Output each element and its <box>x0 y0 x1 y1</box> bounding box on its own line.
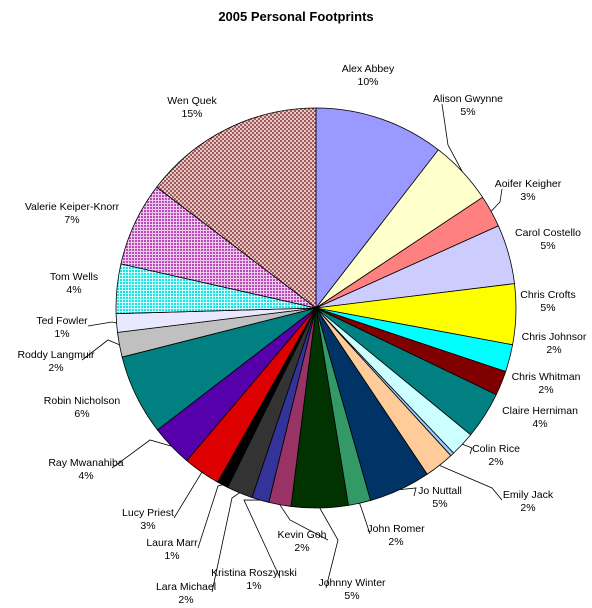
slice-label-tom-wells: Tom Wells <box>50 271 98 283</box>
slice-percent-robin-nicholson: 6% <box>74 408 89 420</box>
leader-line <box>87 321 117 327</box>
leader-line <box>399 487 417 497</box>
slice-label-aoifer-keigher: Aoifer Keigher <box>495 178 562 190</box>
slice-label-john-romer: John Romer <box>367 523 425 535</box>
slice-label-lucy-priest: Lucy Priest <box>122 507 174 519</box>
slice-label-jo-nuttall: Jo Nuttall <box>418 485 462 497</box>
slice-percent-ray-mwanahiba: 4% <box>78 470 93 482</box>
slice-label-colin-rice: Colin Rice <box>472 443 520 455</box>
leader-line <box>173 471 203 519</box>
slice-percent-roddy-langmuir: 2% <box>48 362 63 374</box>
leader-line <box>279 504 329 541</box>
slice-percent-tom-wells: 4% <box>66 284 81 296</box>
slice-label-ray-mwanahiba: Ray Mwanahiba <box>48 457 123 469</box>
pie-slice-alex-abbey <box>315 107 439 309</box>
slice-label-carol-costello: Carol Costello <box>515 227 581 239</box>
slice-label-chris-crofts: Chris Crofts <box>520 289 575 301</box>
slice-label-robin-nicholson: Robin Nicholson <box>44 395 121 407</box>
slice-percent-chris-johnsor: 2% <box>546 344 561 356</box>
pie-slice-wen-quek <box>156 107 317 309</box>
slice-percent-chris-crofts: 5% <box>540 302 555 314</box>
slice-label-lara-michael: Lara Michael <box>156 581 216 593</box>
chart-title: 2005 Personal Footprints <box>218 9 373 24</box>
leader-line <box>197 484 223 549</box>
slice-percent-carol-costello: 5% <box>540 240 555 252</box>
leader-line <box>439 465 503 501</box>
slice-label-roddy-langmuir: Roddy Langmuir <box>17 349 95 361</box>
slice-label-chris-whitman: Chris Whitman <box>512 371 581 383</box>
slice-percent-valerie-keiper-knorr: 7% <box>64 214 79 226</box>
slice-percent-alex-abbey: 10% <box>357 76 378 88</box>
slice-label-chris-johnsor: Chris Johnsor <box>522 331 587 343</box>
slice-label-wen-quek: Wen Quek <box>167 95 217 107</box>
slice-percent-jo-nuttall: 5% <box>432 498 447 510</box>
leader-line <box>359 503 371 535</box>
slice-label-emily-jack: Emily Jack <box>503 489 554 501</box>
slice-percent-emily-jack: 2% <box>520 502 535 514</box>
leader-line <box>243 499 281 579</box>
slice-percent-kristina-roszynski: 1% <box>246 580 261 592</box>
slice-percent-colin-rice: 2% <box>488 456 503 468</box>
leader-line <box>490 188 503 212</box>
slice-percent-john-romer: 2% <box>388 536 403 548</box>
slice-label-ted-fowler: Ted Fowler <box>36 315 88 327</box>
slice-label-laura-marr: Laura Marr <box>146 537 198 549</box>
leader-line <box>81 339 120 361</box>
slice-percent-johnny-winter: 5% <box>344 590 359 602</box>
slice-label-johnny-winter: Johnny Winter <box>318 577 386 589</box>
slice-percent-laura-marr: 1% <box>164 550 179 562</box>
leader-line <box>111 439 172 469</box>
slice-percent-claire-herniman: 4% <box>532 418 547 430</box>
slice-label-claire-herniman: Claire Herniman <box>502 405 578 417</box>
leader-lines <box>81 103 503 593</box>
slice-percent-aoifer-keigher: 3% <box>520 191 535 203</box>
slice-percent-chris-whitman: 2% <box>538 384 553 396</box>
pie-slices <box>115 107 517 509</box>
slice-percent-kevin-goh: 2% <box>294 542 309 554</box>
leader-line <box>462 443 473 455</box>
slice-label-alison-gwynne: Alison Gwynne <box>433 93 503 105</box>
slice-percent-wen-quek: 15% <box>181 108 202 120</box>
slice-label-kristina-roszynski: Kristina Roszynski <box>211 567 297 579</box>
leader-line <box>441 103 463 172</box>
slice-percent-alison-gwynne: 5% <box>460 106 475 118</box>
slice-label-kevin-goh: Kevin Goh <box>277 529 326 541</box>
slice-percent-ted-fowler: 1% <box>54 328 69 340</box>
leader-line <box>211 492 240 593</box>
slice-percent-lucy-priest: 3% <box>140 520 155 532</box>
slice-label-alex-abbey: Alex Abbey <box>342 63 395 75</box>
slice-percent-lara-michael: 2% <box>178 594 193 606</box>
leader-line <box>319 507 339 589</box>
slice-label-valerie-keiper-knorr: Valerie Keiper-Knorr <box>25 201 120 213</box>
